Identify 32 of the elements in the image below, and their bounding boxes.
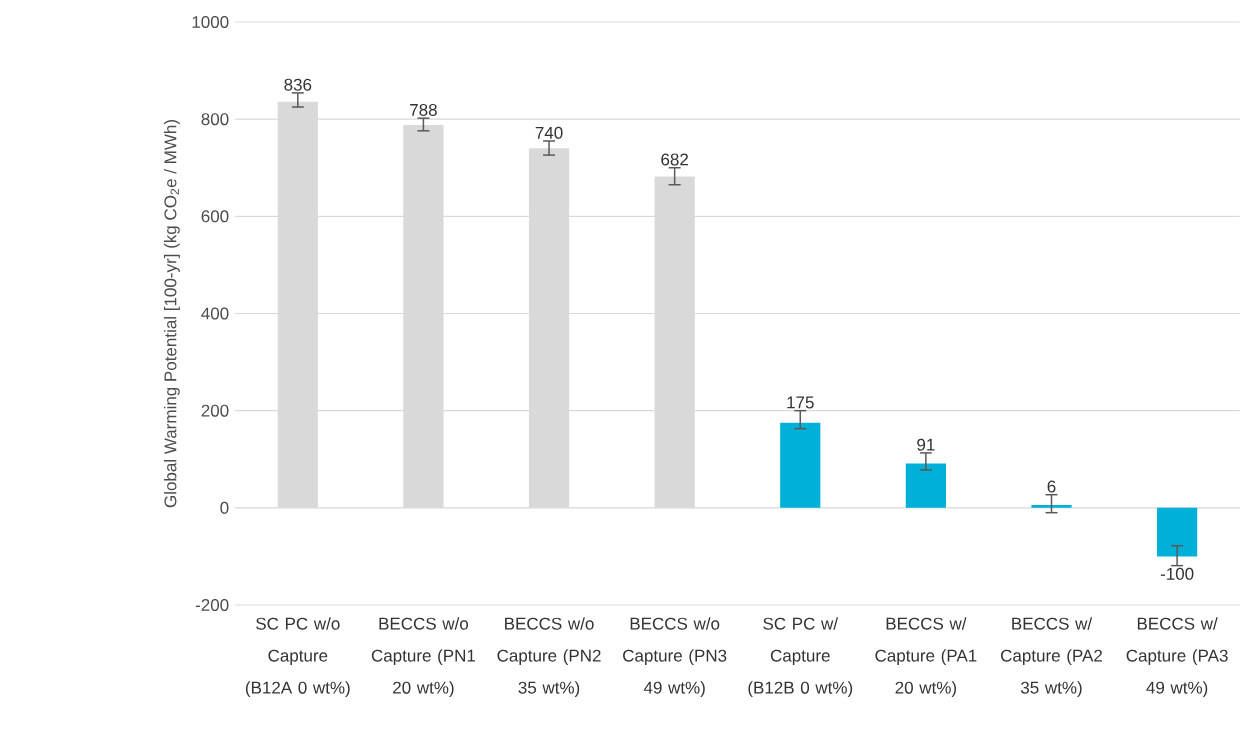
y-axis-title: Global Warming Potential [100-yr] (kg CO$_{2}$e / MWh) xyxy=(163,120,180,508)
x-tick-label: SC PC w/o Capture (B12A 0 wt%) xyxy=(245,617,350,698)
data-label: 175 xyxy=(787,396,814,409)
y-tick-label: 400 xyxy=(201,307,229,320)
y-tick-label: 200 xyxy=(201,404,229,417)
bar xyxy=(780,422,821,508)
bar xyxy=(1157,507,1198,557)
bar xyxy=(1031,504,1072,508)
y-tick-label: 0 xyxy=(220,501,229,514)
bar xyxy=(654,176,695,508)
bar xyxy=(528,148,570,508)
y-tick-label: 800 xyxy=(201,113,229,126)
bar xyxy=(277,101,318,508)
y-tick-label: -200 xyxy=(195,598,229,612)
data-label: 6 xyxy=(1047,480,1056,493)
y-tick-label: 1000 xyxy=(192,15,229,29)
data-label: 788 xyxy=(410,103,437,116)
data-label: 836 xyxy=(284,78,312,91)
y-tick-label: 600 xyxy=(201,210,229,223)
x-tick-label: BECCS w/o Capture (PN1 20 wt%) xyxy=(371,617,476,698)
data-label: 91 xyxy=(917,438,935,451)
data-label: -100 xyxy=(1160,567,1194,580)
x-tick-label: BECCS w/ Capture (PA3 49 wt%) xyxy=(1126,617,1228,698)
data-label: 740 xyxy=(535,126,563,139)
x-tick-label: BECCS w/ Capture (PA2 35 wt%) xyxy=(1001,617,1102,698)
data-label: 682 xyxy=(661,153,688,166)
x-tick-label: BECCS w/ Capture (PA1 20 wt%) xyxy=(875,617,977,698)
x-tick-label: BECCS w/o Capture (PN3 49 wt%) xyxy=(623,617,727,698)
bar xyxy=(403,124,444,508)
bar xyxy=(905,463,946,508)
x-tick-label: BECCS w/o Capture (PN2 35 wt%) xyxy=(497,617,601,698)
x-tick-label: SC PC w/ Capture (B12B 0 wt%) xyxy=(748,617,853,698)
